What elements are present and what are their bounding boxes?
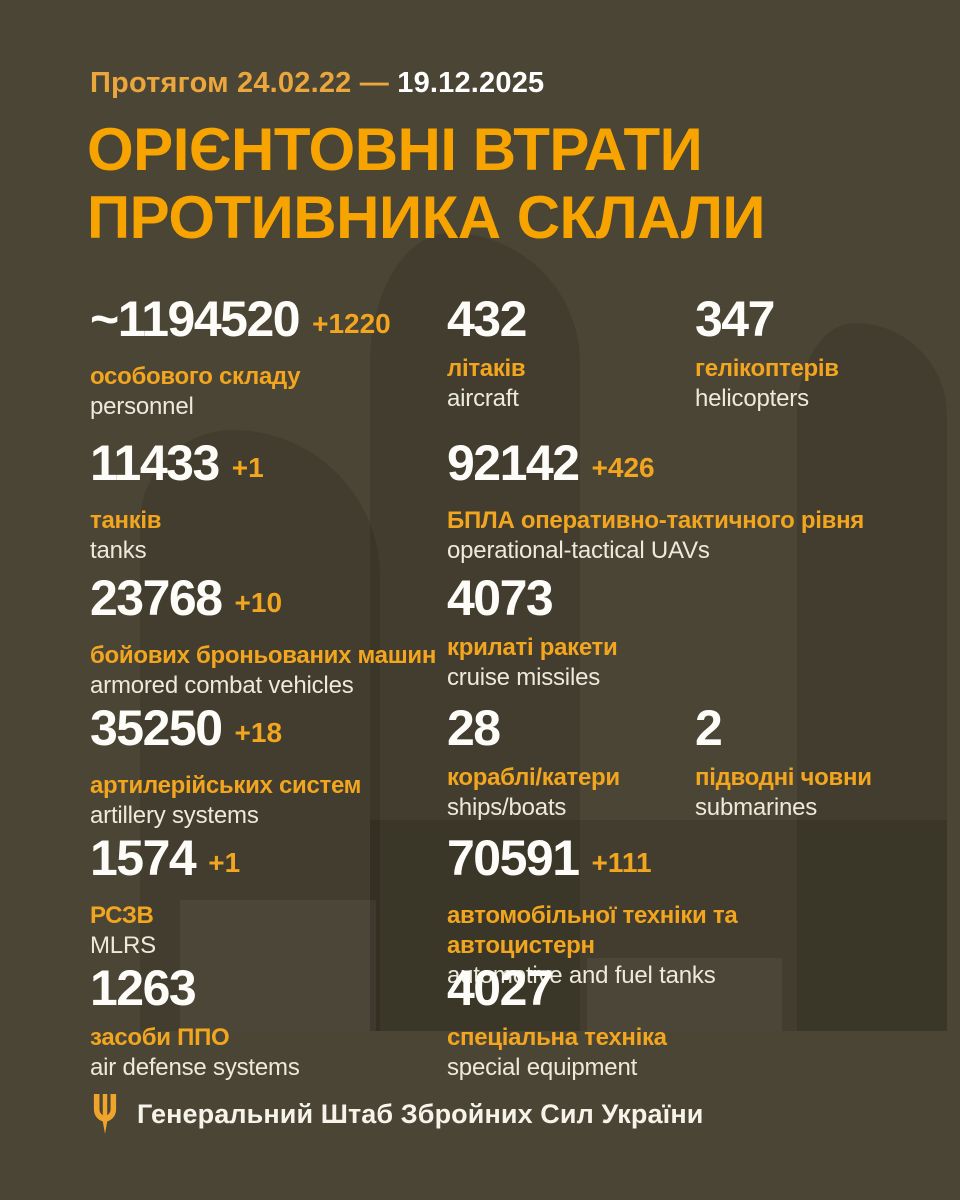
stat-artillery-systems: 35250 +18 артилерійських систем artillery… xyxy=(90,701,361,831)
stat-uavs: 92142 +426 БПЛА оперативно-тактичного рів… xyxy=(447,436,864,566)
stats-row-2: 11433 +1 танків tanks 92142 +426 БПЛА опер… xyxy=(90,436,880,572)
stat-label-en: tanks xyxy=(90,537,147,564)
stat-value: 4073 xyxy=(447,570,554,626)
stat-cruise-missiles: 4073 крилаті ракети cruise missiles xyxy=(447,570,618,693)
stat-ships-boats: 28 кораблі/катери ships/boats xyxy=(447,701,620,823)
stat-label-uk: особового складу xyxy=(90,363,301,390)
stats-row-3: 23768 +10 бойових броньованих машин armor… xyxy=(90,571,880,707)
stat-value: 28 xyxy=(447,700,501,756)
stat-delta: +1220 xyxy=(312,308,391,339)
stat-value: 2 xyxy=(695,700,723,756)
stat-value: 1263 xyxy=(90,960,197,1016)
stat-value: 432 xyxy=(447,291,527,347)
stat-special-equipment: 4027 спеціальна техніка special equipmen… xyxy=(447,961,667,1083)
stat-label-en: cruise missiles xyxy=(447,664,601,691)
stat-label-en: air defense systems xyxy=(90,1054,300,1081)
stats-row-6: 1263 засоби ППО air defense systems 4027… xyxy=(90,961,880,1097)
stat-label-uk: БПЛА оперативно-тактичного рівня xyxy=(447,507,864,534)
stats-row-4: 35250 +18 артилерійських систем artillery… xyxy=(90,701,880,837)
stat-helicopters: 347 гелікоптерів helicopters xyxy=(695,292,839,414)
period-prefix: Протягом 24.02.22 — xyxy=(90,67,389,99)
stat-label-uk: засоби ППО xyxy=(90,1024,230,1051)
stat-value: 23768 xyxy=(90,570,223,626)
stat-value: 4027 xyxy=(447,960,554,1016)
stat-label-en: aircraft xyxy=(447,385,519,412)
stat-value: 70591 xyxy=(447,830,580,886)
stat-label-en: special equipment xyxy=(447,1054,638,1081)
stat-personnel: ~1194520 +1220 особового складу personnel xyxy=(90,292,391,422)
stats-row-5: 1574 +1 РСЗВ MLRS 70591 +111 автомобільної… xyxy=(90,831,880,989)
footer-source-label: Генеральний Штаб Збройних Сил України xyxy=(137,1098,704,1129)
stat-delta: +426 xyxy=(591,452,655,483)
stat-value: 92142 xyxy=(447,435,580,491)
stat-label-en: armored combat vehicles xyxy=(90,672,354,699)
stat-value: 347 xyxy=(695,291,775,347)
stat-delta: +10 xyxy=(234,587,283,618)
page-title-line2: ПРОТИВНИКА СКЛАЛИ xyxy=(87,184,766,251)
stat-air-defense: 1263 засоби ППО air defense systems xyxy=(90,961,300,1083)
stat-delta: +18 xyxy=(234,717,283,748)
stat-label-uk: танків xyxy=(90,507,162,534)
stat-label-en: MLRS xyxy=(90,932,156,959)
stat-label-uk: крилаті ракети xyxy=(447,634,618,661)
stat-label-en: personnel xyxy=(90,393,194,420)
stat-label-uk: гелікоптерів xyxy=(695,355,839,382)
stat-label-uk: артилерійських систем xyxy=(90,772,362,799)
stat-label-uk: спеціальна техніка xyxy=(447,1024,667,1051)
stat-label-en: operational-tactical UAVs xyxy=(447,537,710,564)
stat-label-uk: літаків xyxy=(447,355,526,382)
stat-label-uk: кораблі/катери xyxy=(447,764,620,791)
stat-submarines: 2 підводні човни submarines xyxy=(695,701,872,823)
stat-tanks: 11433 +1 танків tanks xyxy=(90,436,264,566)
stat-delta: +111 xyxy=(591,847,652,878)
stat-label-uk: бойових броньованих машин xyxy=(90,642,437,669)
stat-label-uk: автомобільної техніки та автоцистерн xyxy=(447,902,738,959)
stat-label-en: ships/boats xyxy=(447,794,567,821)
stat-delta: +1 xyxy=(231,452,264,483)
stats-row-1: ~1194520 +1220 особового складу personnel… xyxy=(90,292,880,428)
stat-automotive-fuel-tanks: 70591 +111 автомобільної техніки та автоц… xyxy=(447,831,880,991)
stat-delta: +1 xyxy=(208,847,241,878)
tryzub-icon xyxy=(93,1094,117,1134)
stat-value: 35250 xyxy=(90,700,223,756)
stat-armored-combat-vehicles: 23768 +10 бойових броньованих машин armor… xyxy=(90,571,436,701)
stat-label-uk: РСЗВ xyxy=(90,902,154,929)
stat-label-en: automotive and fuel tanks xyxy=(447,962,716,989)
stat-value: 1574 xyxy=(90,830,197,886)
stat-value: 11433 xyxy=(90,435,220,491)
stat-value: ~1194520 xyxy=(90,291,301,347)
stat-label-uk: підводні човни xyxy=(695,764,872,791)
stat-label-en: submarines xyxy=(695,794,818,821)
footer-source: Генеральний Штаб Збройних Сил України xyxy=(90,1094,703,1134)
period-end-date: 19.12.2025 xyxy=(397,67,545,99)
page-title-line1: ОРІЄНТОВНІ ВТРАТИ xyxy=(87,116,703,183)
page-title: ОРІЄНТОВНІ ВТРАТИ ПРОТИВНИКА СКЛАЛИ xyxy=(87,116,766,252)
period-line: Протягом 24.02.22 — 19.12.2025 xyxy=(90,66,544,100)
stat-label-en: helicopters xyxy=(695,385,809,412)
stat-mlrs: 1574 +1 РСЗВ MLRS xyxy=(90,831,240,961)
stat-label-en: artillery systems xyxy=(90,802,259,829)
stat-aircraft: 432 літаків aircraft xyxy=(447,291,527,414)
